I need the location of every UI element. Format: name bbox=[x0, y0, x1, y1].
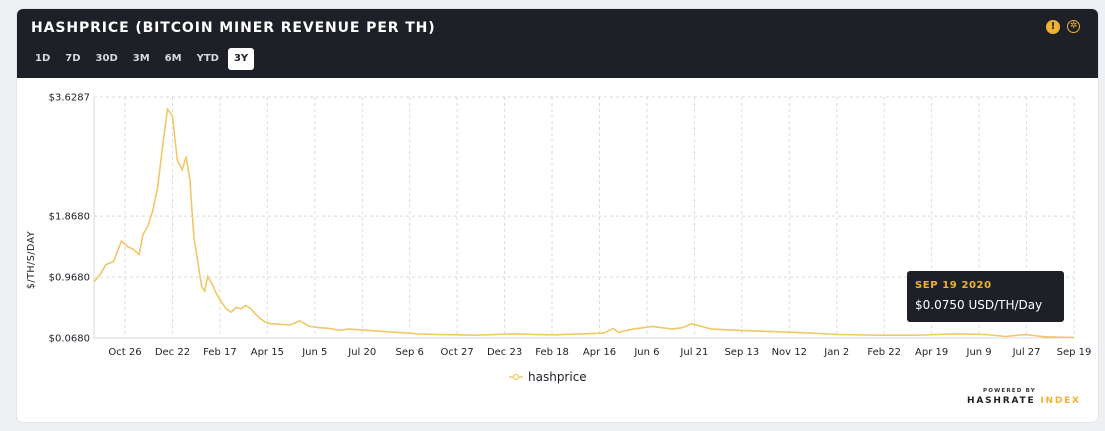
x-tick-label: Jan 2 bbox=[823, 347, 849, 358]
x-tick-label: Sep 19 bbox=[1057, 347, 1092, 358]
aperture-icon[interactable]: ✲ bbox=[1067, 20, 1080, 33]
x-tick-label: Dec 22 bbox=[155, 347, 190, 358]
hashprice-chart: $3.6287 $1.8680 $0.9680 $0.0680 Oct 26 Dec 2… bbox=[26, 93, 1091, 385]
x-tick-label: Jul 21 bbox=[679, 347, 708, 358]
legend-marker-icon bbox=[512, 373, 520, 381]
range-3m-button[interactable]: 3M bbox=[132, 53, 150, 64]
y-tick-label: $0.9680 bbox=[49, 273, 90, 284]
x-tick-label: Jun 5 bbox=[301, 347, 327, 358]
x-tick-label: Apr 16 bbox=[583, 347, 616, 358]
x-tick-label: Feb 18 bbox=[535, 347, 569, 358]
x-tick-label: Feb 22 bbox=[867, 347, 901, 358]
x-tick-label: Nov 12 bbox=[772, 347, 807, 358]
range-30d-button[interactable]: 30D bbox=[95, 53, 118, 64]
x-tick-label: Jul 20 bbox=[347, 347, 376, 358]
y-tick-label: $0.0680 bbox=[49, 334, 90, 345]
y-axis-label: $/TH/S/DAY bbox=[26, 231, 37, 289]
tooltip-value: $0.0750 USD/TH/Day bbox=[915, 298, 1043, 312]
x-tick-label: Jun 9 bbox=[966, 347, 992, 358]
range-1d-button[interactable]: 1D bbox=[35, 53, 51, 64]
chart-card: HASHPRICE (BITCOIN MINER REVENUE PER TH)… bbox=[17, 9, 1098, 422]
brand-powered-by: POWERED BY bbox=[983, 388, 1036, 394]
x-axis-ticks: Oct 26 Dec 22 Feb 17 Apr 15 Jun 5 Jul 20 Sep 6… bbox=[108, 347, 1091, 358]
range-6m-button[interactable]: 6M bbox=[164, 53, 182, 64]
x-tick-label: Dec 23 bbox=[487, 347, 522, 358]
range-selector: 1D 7D 30D 3M 6M YTD 3Y bbox=[29, 48, 255, 70]
y-axis-ticks: $3.6287 $1.8680 $0.9680 $0.0680 bbox=[49, 93, 90, 345]
x-tick-label: Jun 6 bbox=[633, 347, 659, 358]
brand-logo[interactable]: POWERED BY HASHRATE INDEX bbox=[967, 388, 1081, 406]
tooltip: SEP 19 2020 $0.0750 USD/TH/Day bbox=[907, 271, 1064, 322]
x-tick-label: Feb 17 bbox=[203, 347, 237, 358]
brand-name: HASHRATE INDEX bbox=[967, 396, 1081, 406]
x-tick-label: Oct 26 bbox=[108, 347, 141, 358]
tooltip-date: SEP 19 2020 bbox=[915, 280, 992, 291]
legend[interactable]: hashprice bbox=[509, 370, 587, 384]
info-icon[interactable]: ! bbox=[1046, 20, 1060, 34]
series-line-hashprice[interactable] bbox=[93, 106, 1075, 339]
brand-name-main: HASHRATE bbox=[967, 396, 1041, 406]
x-tick-label: Oct 27 bbox=[441, 347, 474, 358]
range-7d-button[interactable]: 7D bbox=[65, 53, 81, 64]
chart-header: HASHPRICE (BITCOIN MINER REVENUE PER TH)… bbox=[17, 9, 1098, 78]
brand-name-accent: INDEX bbox=[1040, 396, 1081, 406]
x-tick-label: Sep 6 bbox=[396, 347, 424, 358]
chart-title: HASHPRICE (BITCOIN MINER REVENUE PER TH) bbox=[31, 20, 436, 36]
y-tick-label: $3.6287 bbox=[49, 93, 90, 104]
range-ytd-button[interactable]: YTD bbox=[196, 53, 219, 64]
grid bbox=[93, 96, 1075, 339]
x-tick-label: Sep 13 bbox=[724, 347, 759, 358]
x-tick-label: Jul 27 bbox=[1012, 347, 1041, 358]
range-3y-button[interactable]: 3Y bbox=[227, 48, 255, 70]
legend-label-hashprice: hashprice bbox=[528, 370, 587, 384]
x-tick-label: Apr 19 bbox=[915, 347, 948, 358]
x-tick-label: Apr 15 bbox=[251, 347, 284, 358]
y-tick-label: $1.8680 bbox=[49, 212, 90, 223]
